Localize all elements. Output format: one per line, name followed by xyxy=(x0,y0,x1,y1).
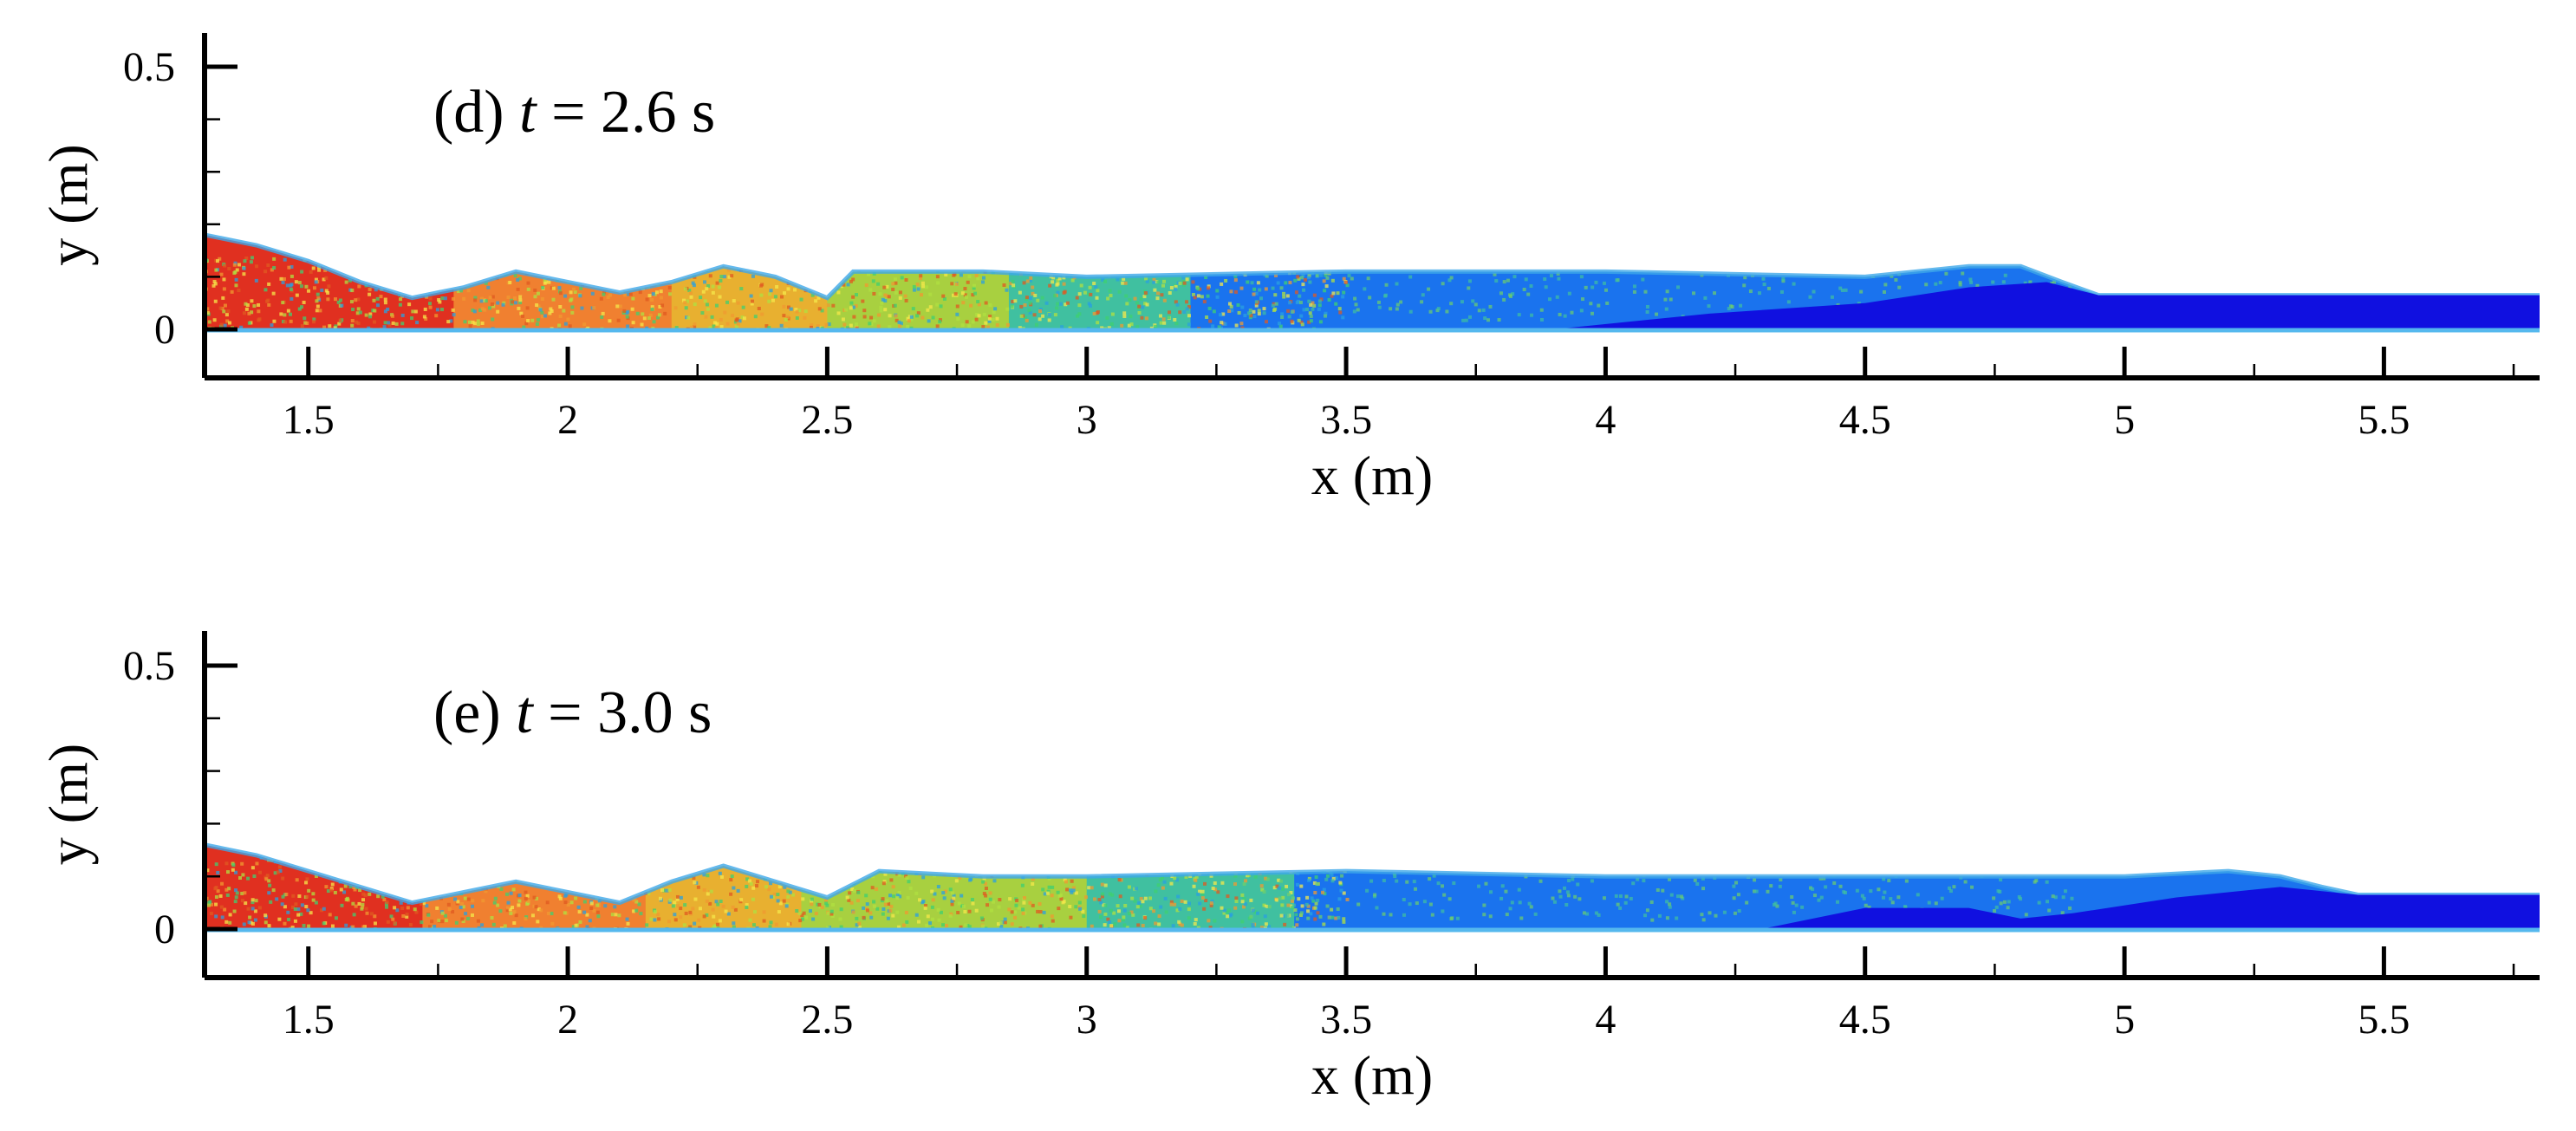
x-tick-label-2: 2.5 xyxy=(801,997,853,1043)
color-region-5 xyxy=(1190,234,2540,329)
x-tick-label-6: 4.5 xyxy=(1839,397,1891,443)
color-region-3 xyxy=(801,844,1088,929)
y-tick-label-0: 0 xyxy=(154,907,175,952)
y-tick-label-1: 0.5 xyxy=(123,643,175,689)
x-axis-label: x (m) xyxy=(1311,445,1433,506)
x-tick-label-1: 2 xyxy=(557,997,578,1043)
panel-label: (d) xyxy=(433,79,519,146)
x-tick-label-8: 5.5 xyxy=(2358,997,2410,1043)
x-tick-label-6: 4.5 xyxy=(1839,997,1891,1043)
free-surface-line xyxy=(204,842,2540,906)
free-surface-line xyxy=(204,232,2540,301)
x-tick-label-0: 1.5 xyxy=(283,997,335,1043)
time-variable: t xyxy=(519,79,537,146)
x-tick-label-7: 5 xyxy=(2114,397,2135,443)
deep-water-region xyxy=(1553,282,2540,329)
x-tick-label-5: 4 xyxy=(1595,997,1616,1043)
x-tick-label-2: 2.5 xyxy=(801,397,853,443)
x-tick-label-7: 5 xyxy=(2114,997,2135,1043)
x-tick-label-5: 4 xyxy=(1595,397,1616,443)
y-tick-label-0: 0 xyxy=(154,307,175,353)
x-axis-label: x (m) xyxy=(1311,1044,1433,1106)
color-region-1 xyxy=(422,844,647,929)
deep-water-region xyxy=(1761,887,2540,929)
time-value: = 2.6 s xyxy=(537,79,716,146)
y-axis-label: y (m) xyxy=(37,744,99,865)
color-region-2 xyxy=(671,234,829,329)
color-region-4 xyxy=(1086,844,1296,929)
x-tick-label-4: 3.5 xyxy=(1320,997,1372,1043)
panel-d: 1.5 2 2.5 3 3.5 4 4.5 5 5.5 0 0.5 x (m) y (m) (d) t =… xyxy=(37,33,2540,506)
y-tick-label-1: 0.5 xyxy=(123,44,175,90)
color-region-0 xyxy=(205,844,424,929)
time-value: = 3.0 s xyxy=(533,679,712,746)
panel-title: (d) t = 2.6 s xyxy=(433,79,715,146)
y-axis-label: y (m) xyxy=(37,144,99,265)
panel-e: 1.5 2 2.5 3 3.5 4 4.5 5 5.5 0 0.5 x (m) y (m) (e) t =… xyxy=(37,631,2540,1106)
x-tick-label-1: 2 xyxy=(557,397,578,443)
x-tick-label-3: 3 xyxy=(1077,397,1097,443)
x-tick-label-4: 3.5 xyxy=(1320,397,1372,443)
time-variable: t xyxy=(516,679,534,746)
color-region-0 xyxy=(205,234,455,329)
x-tick-label-3: 3 xyxy=(1077,997,1097,1043)
color-region-5 xyxy=(1294,844,2540,929)
panel-title: (e) t = 3.0 s xyxy=(433,679,712,746)
x-tick-label-8: 5.5 xyxy=(2358,397,2410,443)
x-tick-label-0: 1.5 xyxy=(283,397,335,443)
panel-label: (e) xyxy=(433,679,516,746)
surface-fill xyxy=(205,234,2540,329)
